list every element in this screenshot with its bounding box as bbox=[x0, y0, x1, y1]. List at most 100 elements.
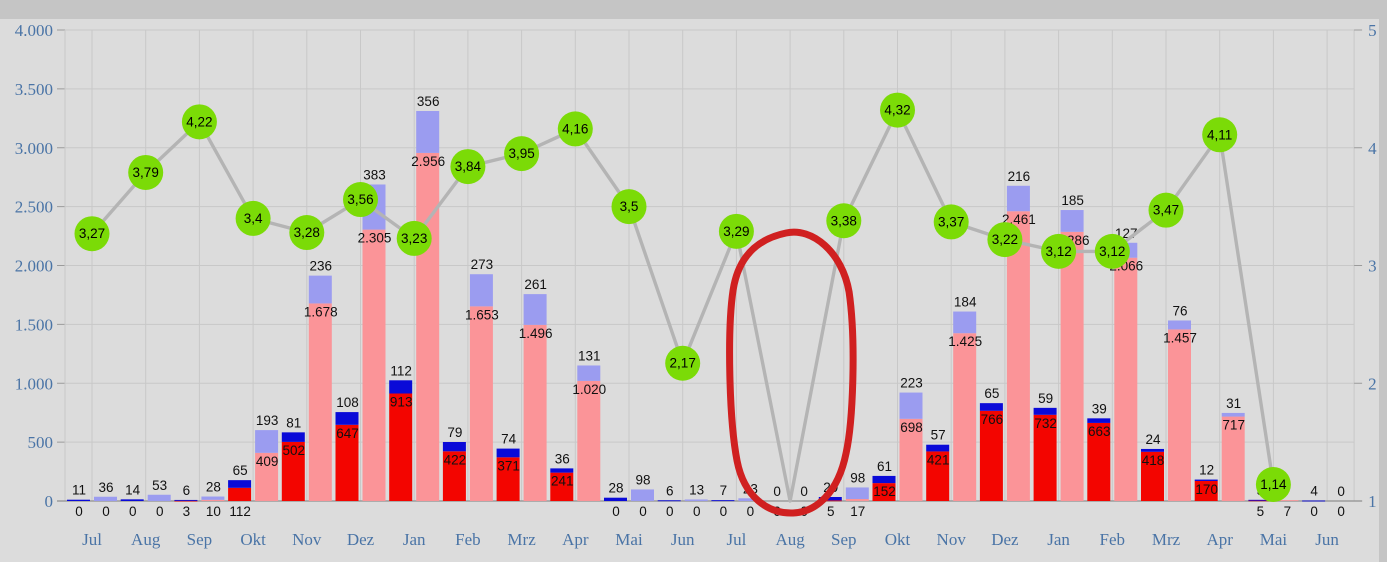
month-label: Aug bbox=[775, 530, 805, 549]
bar-blue-segment bbox=[335, 412, 359, 425]
bar-label-pink: 1.653 bbox=[465, 307, 499, 322]
bar-blue-segment bbox=[926, 444, 950, 452]
bar-pink-segment bbox=[523, 324, 547, 501]
bar-label-lavender: 28 bbox=[206, 480, 221, 495]
left-axis-tick-label: 4.000 bbox=[15, 21, 53, 40]
left-axis-tick-label: 500 bbox=[28, 433, 54, 452]
bar-label-pink: 10 bbox=[206, 504, 221, 519]
bar-label-pink: 0 bbox=[102, 504, 110, 519]
bar-lavender-segment bbox=[899, 392, 923, 419]
bar-label-red: 3 bbox=[183, 504, 191, 519]
bar-blue-segment bbox=[1194, 479, 1218, 481]
line-marker bbox=[1202, 117, 1238, 153]
line-marker bbox=[665, 345, 701, 381]
bar-label-red: 421 bbox=[927, 452, 950, 467]
line-marker bbox=[74, 216, 110, 252]
left-axis-tick-label: 2.000 bbox=[15, 257, 53, 276]
bar-red-segment bbox=[550, 472, 574, 501]
bar-label-lavender: 193 bbox=[256, 413, 279, 428]
bar-blue-segment bbox=[67, 499, 90, 501]
line-marker bbox=[826, 203, 862, 239]
bar-label-pink: 1.020 bbox=[572, 382, 606, 397]
bar-label-red: 112 bbox=[229, 504, 251, 519]
bar-pink-segment bbox=[469, 306, 493, 501]
bar-red-segment bbox=[1194, 480, 1218, 501]
bar-red-segment bbox=[872, 483, 896, 501]
bar-lavender-segment bbox=[255, 430, 279, 453]
bar-pink-segment bbox=[1114, 257, 1138, 501]
bar-red-segment bbox=[228, 487, 252, 501]
bar-label-lavender: 36 bbox=[98, 480, 113, 495]
bar-pink-segment bbox=[1006, 211, 1030, 501]
bar-label-pink: 409 bbox=[256, 454, 279, 469]
bar-blue-segment bbox=[979, 403, 1003, 411]
bar-pink-segment bbox=[953, 333, 977, 501]
bar-label-pink: 698 bbox=[900, 420, 923, 435]
right-axis-tick-label: 2 bbox=[1368, 374, 1377, 393]
bar-red-segment bbox=[1248, 500, 1272, 502]
bar-label-blue: 74 bbox=[501, 432, 517, 447]
bar-label-lavender: 0 bbox=[1337, 484, 1345, 499]
bar-red-segment bbox=[335, 424, 359, 501]
bar-blue-segment bbox=[1141, 448, 1164, 452]
month-label: Dez bbox=[991, 530, 1019, 549]
bar-label-lavender: 185 bbox=[1061, 193, 1084, 208]
bar-label-lavender: 184 bbox=[954, 295, 977, 310]
bar-label-red: 502 bbox=[283, 443, 306, 458]
bar-label-pink: 1.678 bbox=[304, 304, 338, 319]
bar-label-red: 418 bbox=[1142, 453, 1165, 468]
line-marker bbox=[1041, 233, 1077, 269]
month-label: Dez bbox=[347, 530, 375, 549]
month-label: Aug bbox=[131, 530, 161, 549]
month-label: Mrz bbox=[1152, 530, 1181, 549]
line-marker-label: 3,4 bbox=[244, 211, 263, 226]
bar-label-blue: 79 bbox=[447, 425, 462, 440]
month-label: Okt bbox=[885, 530, 911, 549]
bar-red-segment bbox=[174, 500, 198, 502]
line-marker bbox=[181, 104, 217, 140]
bar-pink-segment bbox=[845, 498, 869, 501]
bar-pink-segment bbox=[416, 152, 440, 501]
bar-label-lavender: 131 bbox=[578, 348, 601, 363]
left-axis-tick-label: 2.500 bbox=[15, 198, 53, 217]
line-marker-label: 2,17 bbox=[670, 356, 696, 371]
window-right-band bbox=[1379, 0, 1387, 562]
bar-label-blue: 12 bbox=[1199, 463, 1214, 478]
line-marker-label: 3,29 bbox=[723, 224, 749, 239]
bar-blue-segment bbox=[1033, 407, 1057, 415]
bar-lavender-segment bbox=[577, 365, 601, 381]
bar-blue-segment bbox=[550, 468, 574, 473]
bar-label-lavender: 223 bbox=[900, 376, 923, 391]
bar-label-blue: 24 bbox=[1145, 432, 1161, 447]
line-marker-label: 3,28 bbox=[294, 225, 320, 240]
bar-label-red: 0 bbox=[720, 504, 728, 519]
right-axis-tick-label: 4 bbox=[1368, 139, 1377, 158]
bar-pink-segment bbox=[201, 499, 225, 501]
right-axis-tick-label: 5 bbox=[1368, 21, 1377, 40]
bar-label-lavender: 31 bbox=[1226, 396, 1241, 411]
bar-red-segment bbox=[389, 393, 413, 501]
bar-pink-segment bbox=[577, 380, 601, 501]
left-axis-tick-label: 1.500 bbox=[15, 315, 53, 334]
month-label: Jun bbox=[671, 530, 695, 549]
line-marker bbox=[557, 111, 593, 147]
left-axis-tick-label: 0 bbox=[45, 492, 54, 511]
bar-red-segment bbox=[979, 410, 1003, 501]
line-marker-label: 4,32 bbox=[884, 103, 910, 118]
month-label: Feb bbox=[455, 530, 481, 549]
bar-red-segment bbox=[1087, 422, 1111, 501]
month-label: Jan bbox=[403, 530, 426, 549]
bar-label-pink: 1.425 bbox=[948, 334, 982, 349]
bar-label-red: 732 bbox=[1034, 416, 1057, 431]
bar-label-red: 0 bbox=[75, 504, 83, 519]
month-label: Mai bbox=[1260, 530, 1288, 549]
bar-lavender-segment bbox=[147, 494, 171, 501]
bar-lavender-segment bbox=[201, 496, 225, 500]
bar-label-pink: 0 bbox=[639, 504, 647, 519]
left-axis-tick-label: 1.000 bbox=[15, 374, 53, 393]
bar-lavender-segment bbox=[953, 311, 977, 334]
bar-label-blue: 108 bbox=[336, 395, 359, 410]
bar-lavender-segment bbox=[684, 499, 708, 501]
bar-pink-segment bbox=[1168, 329, 1191, 501]
line-marker-label: 3,84 bbox=[455, 159, 482, 174]
